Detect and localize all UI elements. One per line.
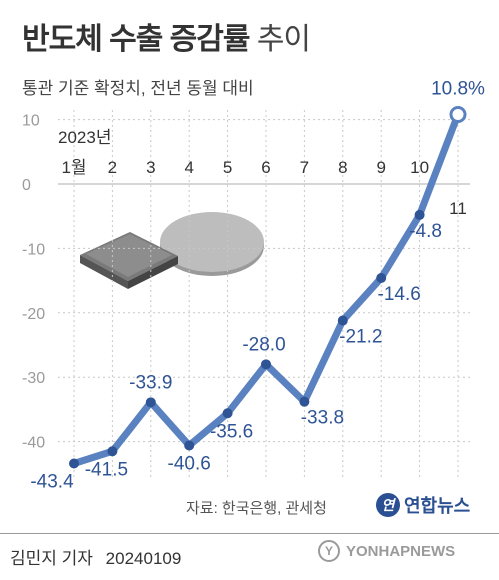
line-chart: 10 0 -10 -20 -30 -40 2023년 1월 2 3 4 5 6 7 8 9 10 11 -43.4… <box>22 78 485 492</box>
x-tick-label: 7 <box>300 158 309 177</box>
data-label: 10.8% <box>431 78 485 99</box>
watermark-mark: Y <box>318 540 340 562</box>
data-point-highlight <box>449 105 467 123</box>
x-tick-label: 11 <box>449 199 467 218</box>
year-label: 2023년 <box>58 128 111 147</box>
semiconductor-chip-illustration <box>80 212 264 289</box>
yonhap-logo-mark: 연 <box>376 493 400 517</box>
data-point <box>261 359 271 370</box>
reporter-name: 김민지 기자 <box>10 549 93 568</box>
x-tick-label: 5 <box>223 158 232 177</box>
yonhap-logo-text: 연합뉴스 <box>404 496 471 516</box>
chart-title: 반도체 수출 증감률 추이 <box>22 14 311 58</box>
chart-subtitle: 통관 기준 확정치, 전년 동월 대비 <box>22 79 254 98</box>
publish-date: 20240109 <box>105 549 182 568</box>
x-tick-label: 8 <box>338 158 347 177</box>
footer-credit: 김민지 기자 20240109 <box>10 544 181 569</box>
watermark-text: YONHAPNEWS <box>346 542 456 560</box>
x-tick-label: 10 <box>410 158 429 177</box>
label-layer: 2023년 1월 2 3 4 5 6 7 8 9 10 11 -43.4 -41.5 -33.9 -40.6 -… <box>30 78 485 492</box>
data-label: -21.2 <box>339 327 382 348</box>
x-tick-label: 9 <box>376 158 385 177</box>
y-tick-label: -30 <box>22 370 45 387</box>
title-bold: 반도체 수출 증감률 <box>22 23 250 56</box>
data-point <box>107 446 118 457</box>
x-tick-label: 1월 <box>61 158 86 177</box>
data-label: -28.0 <box>242 334 285 355</box>
yonhap-logo: 연 연합뉴스 <box>376 492 470 518</box>
data-point <box>145 397 156 408</box>
data-point <box>337 315 348 326</box>
data-point <box>299 396 310 407</box>
data-label: -14.6 <box>378 284 421 305</box>
x-tick-label: 2 <box>108 158 117 177</box>
source-note: 자료: 한국은행, 관세청 <box>186 500 327 517</box>
data-label: -33.8 <box>301 408 344 429</box>
data-point <box>69 458 79 469</box>
data-point <box>184 440 195 451</box>
yonhap-watermark: Y YONHAPNEWS <box>318 540 455 562</box>
x-tick-label: 4 <box>184 158 193 177</box>
x-tick-label: 3 <box>146 158 155 177</box>
data-label: -40.6 <box>168 453 211 474</box>
y-tick-label: -20 <box>22 306 45 323</box>
y-tick-label: -40 <box>22 435 45 452</box>
y-tick-label: 0 <box>22 177 31 194</box>
data-label: -35.6 <box>210 421 253 442</box>
data-label: -43.4 <box>30 471 74 492</box>
data-label: -41.5 <box>85 459 128 480</box>
y-tick-label: 10 <box>22 113 40 130</box>
x-tick-label: 6 <box>261 158 270 177</box>
y-tick-label: -10 <box>22 241 45 258</box>
data-point <box>376 273 387 284</box>
data-label: -33.9 <box>129 372 172 393</box>
title-light: 추이 <box>256 23 311 56</box>
data-label: -4.8 <box>409 221 442 242</box>
data-point <box>222 408 233 419</box>
series-layer <box>69 105 467 469</box>
footer-divider <box>0 533 499 534</box>
data-point <box>414 209 425 220</box>
